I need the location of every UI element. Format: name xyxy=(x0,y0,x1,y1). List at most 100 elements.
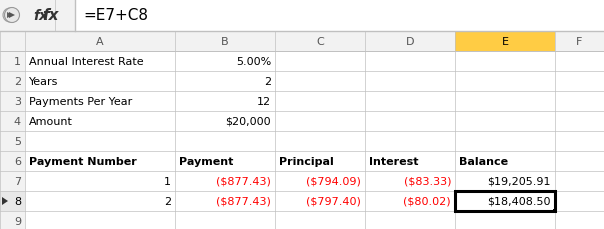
Text: Payment: Payment xyxy=(179,156,233,166)
Text: ($797.40): ($797.40) xyxy=(306,196,361,206)
Bar xyxy=(25,52,175,72)
Text: ($794.09): ($794.09) xyxy=(306,176,361,186)
Bar xyxy=(455,191,555,211)
Bar xyxy=(175,151,275,171)
Bar xyxy=(365,151,455,171)
Bar xyxy=(175,211,275,229)
Bar xyxy=(275,72,365,92)
Text: 8: 8 xyxy=(14,196,21,206)
Text: $18,408.50: $18,408.50 xyxy=(487,196,551,206)
Bar xyxy=(455,191,555,211)
Bar xyxy=(175,191,275,211)
Text: Years: Years xyxy=(29,77,59,87)
Bar xyxy=(0,72,25,92)
Bar xyxy=(0,211,25,229)
Polygon shape xyxy=(9,13,15,19)
Bar xyxy=(25,211,175,229)
Text: 4: 4 xyxy=(14,117,21,126)
Text: 9: 9 xyxy=(14,216,21,226)
Text: $20,000: $20,000 xyxy=(225,117,271,126)
Bar xyxy=(25,191,175,211)
Text: C: C xyxy=(316,37,324,47)
Bar xyxy=(0,0,75,32)
Text: 2: 2 xyxy=(164,196,171,206)
Text: F: F xyxy=(576,37,583,47)
Text: Principal: Principal xyxy=(279,156,334,166)
Bar xyxy=(555,211,604,229)
Text: 1: 1 xyxy=(14,57,21,67)
Bar xyxy=(175,52,275,72)
Bar xyxy=(0,52,25,72)
Bar xyxy=(555,32,604,52)
Text: $18,408.50: $18,408.50 xyxy=(487,196,551,206)
Bar xyxy=(455,171,555,191)
Text: 2: 2 xyxy=(14,77,21,87)
Bar xyxy=(555,112,604,131)
Text: ($83.33): ($83.33) xyxy=(403,176,451,186)
Bar xyxy=(455,211,555,229)
Bar xyxy=(455,92,555,112)
Bar xyxy=(175,92,275,112)
Bar xyxy=(275,52,365,72)
Bar xyxy=(25,92,175,112)
Text: Annual Interest Rate: Annual Interest Rate xyxy=(29,57,144,67)
Bar xyxy=(275,32,365,52)
Bar xyxy=(455,131,555,151)
Bar xyxy=(275,171,365,191)
Bar xyxy=(275,151,365,171)
Text: 6: 6 xyxy=(14,156,21,166)
Text: fx: fx xyxy=(42,8,58,23)
Bar xyxy=(365,211,455,229)
Bar xyxy=(275,191,365,211)
Text: ($877.43): ($877.43) xyxy=(216,176,271,186)
Bar xyxy=(25,72,175,92)
Bar xyxy=(555,131,604,151)
Bar xyxy=(455,32,555,52)
Bar xyxy=(365,131,455,151)
Bar xyxy=(455,151,555,171)
Text: 2: 2 xyxy=(264,77,271,87)
Bar xyxy=(555,171,604,191)
Text: Payment Number: Payment Number xyxy=(29,156,137,166)
Bar xyxy=(275,112,365,131)
Bar xyxy=(365,191,455,211)
Text: ($877.43): ($877.43) xyxy=(216,196,271,206)
Bar xyxy=(555,191,604,211)
Bar xyxy=(25,131,175,151)
Text: ($80.02): ($80.02) xyxy=(403,196,451,206)
Bar xyxy=(175,131,275,151)
Bar xyxy=(555,72,604,92)
Bar xyxy=(455,72,555,92)
Bar xyxy=(455,112,555,131)
Bar xyxy=(0,191,25,211)
Text: Payments Per Year: Payments Per Year xyxy=(29,97,132,106)
Text: D: D xyxy=(406,37,414,47)
Text: Interest: Interest xyxy=(369,156,419,166)
Text: 1: 1 xyxy=(164,176,171,186)
Bar xyxy=(455,191,555,211)
Bar xyxy=(365,32,455,52)
Polygon shape xyxy=(2,197,8,205)
Bar xyxy=(365,92,455,112)
Bar xyxy=(365,171,455,191)
Ellipse shape xyxy=(3,9,17,23)
Text: =E7+C8: =E7+C8 xyxy=(83,8,148,23)
Text: 7: 7 xyxy=(14,176,21,186)
Bar xyxy=(365,52,455,72)
Bar xyxy=(0,171,25,191)
Bar xyxy=(25,112,175,131)
Text: fx: fx xyxy=(33,9,48,23)
Polygon shape xyxy=(7,13,13,19)
Bar xyxy=(0,92,25,112)
Bar xyxy=(275,92,365,112)
Bar xyxy=(455,52,555,72)
Bar xyxy=(365,112,455,131)
Text: A: A xyxy=(96,37,104,47)
Bar xyxy=(275,211,365,229)
Bar xyxy=(0,32,25,52)
Text: 3: 3 xyxy=(14,97,21,106)
Bar xyxy=(25,151,175,171)
Bar xyxy=(555,92,604,112)
Text: 12: 12 xyxy=(257,97,271,106)
Bar xyxy=(25,171,175,191)
